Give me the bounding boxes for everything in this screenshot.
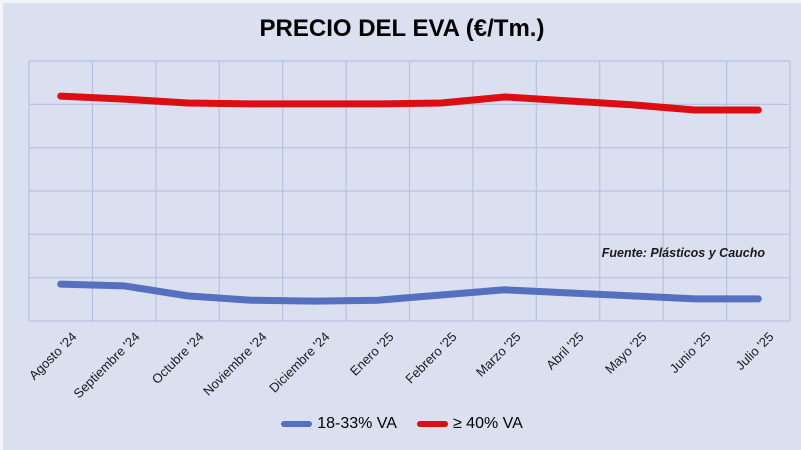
series-line--40-va — [57, 92, 762, 114]
legend-item: 18-33% VA — [281, 415, 397, 433]
legend-item: ≥ 40% VA — [416, 415, 523, 433]
chart-title: PRECIO DEL EVA (€/Tm.) — [259, 15, 545, 42]
legend-label: ≥ 40% VA — [452, 415, 523, 432]
series-line-18-33-va — [57, 280, 762, 305]
legend-line-swatch — [416, 421, 448, 427]
plot-area — [28, 60, 791, 322]
legend: 18-33% VA ≥ 40% VA — [3, 415, 801, 433]
legend-label: 18-33% VA — [317, 415, 397, 432]
source-note: Fuente: Plásticos y Caucho — [601, 246, 765, 260]
legend-line-swatch — [281, 421, 313, 427]
